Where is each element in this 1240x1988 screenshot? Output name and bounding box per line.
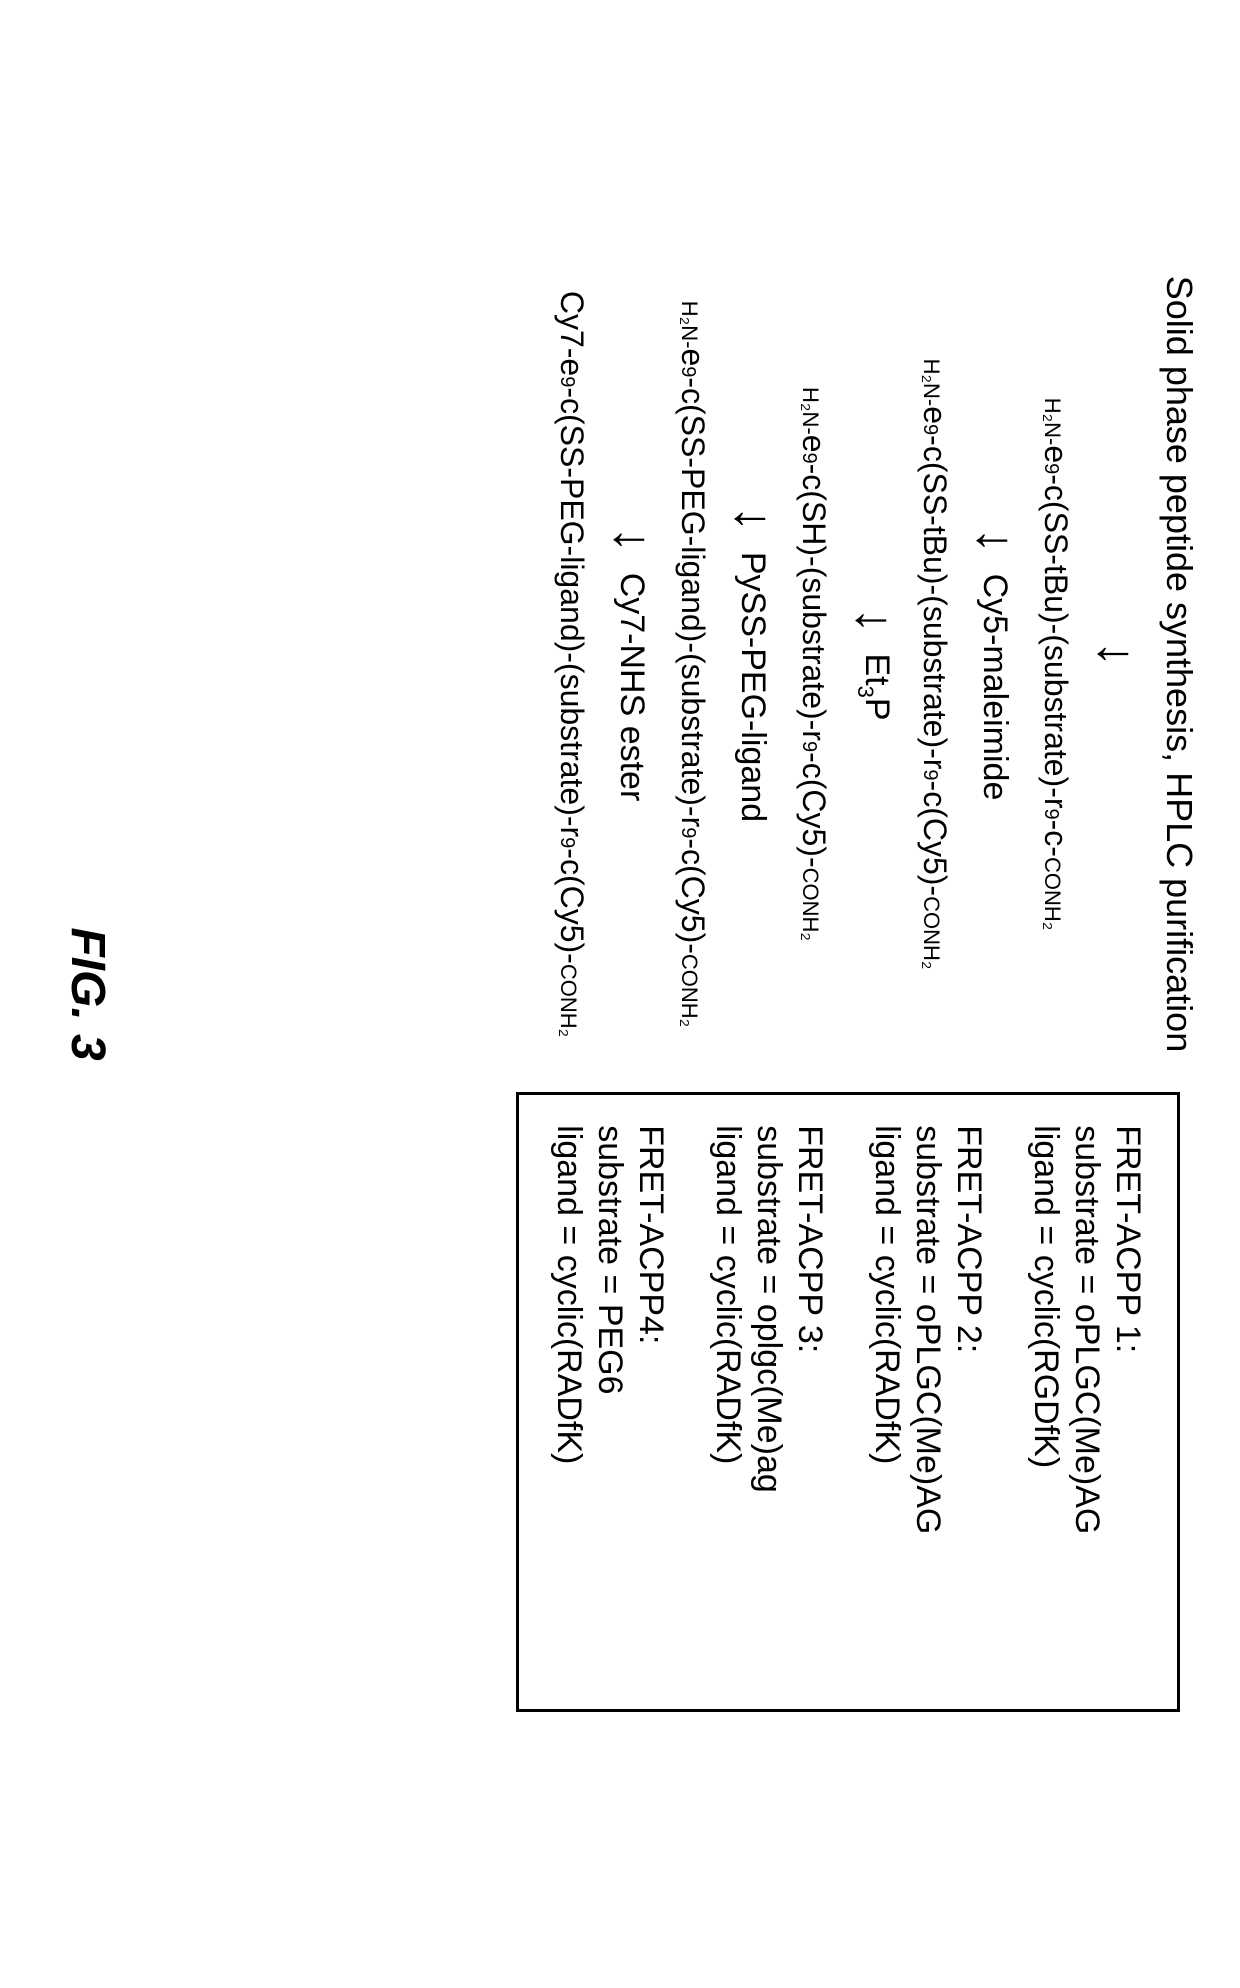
intermediate-4: Cy7- e9 -c(SS-PEG-ligand)-(substrate)-r9… [553,291,590,1037]
reagent-label: Cy5-maleimide [976,574,1015,801]
legend-box: FRET-ACPP 1: substrate = oPLGC(Me)AG lig… [516,1092,1180,1712]
legend-entry: FRET-ACPP 1: substrate = oPLGC(Me)AG lig… [1026,1125,1147,1679]
down-arrow-icon: ↓ [606,527,658,553]
legend-substrate: substrate = oplgc(Me)ag [749,1125,788,1679]
legend-entry: FRET-ACPP 2: substrate = oPLGC(Me)AG lig… [867,1125,988,1679]
intermediate-1: H₂N- e9 -c(SS-tBu)-(substrate)-r9 -c(Cy5… [916,359,953,970]
intermediate-0: H₂N- e9 -c(SS-tBu)-(substrate)-r9 -c- CO… [1037,398,1074,931]
legend-substrate: substrate = PEG6 [590,1125,629,1679]
arrow-block: ↓ Cy5-maleimide [961,528,1029,801]
reagent-label: Et3P [852,653,896,720]
legend-ligand: ligand = cyclic(RADfK) [867,1125,906,1679]
legend-ligand: ligand = cyclic(RGDfK) [1026,1125,1065,1679]
intermediate-3: H₂N- e9 -c(SS-PEG-ligand)-(substrate)-r9… [674,301,711,1027]
legend-substrate: substrate = oPLGC(Me)AG [908,1125,947,1679]
legend-name: FRET-ACPP4: [631,1125,670,1679]
legend-name: FRET-ACPP 3: [790,1125,829,1679]
legend-entry: FRET-ACPP4: substrate = PEG6 ligand = cy… [549,1125,670,1679]
synthesis-title: Solid phase peptide synthesis, HPLC puri… [1158,276,1200,1052]
legend-name: FRET-ACPP 1: [1108,1125,1147,1679]
intermediate-2: H₂N- e9 -c(SH)-(substrate)-r9 -c(Cy5)- C… [795,387,832,941]
down-arrow-icon: ↓ [848,607,900,633]
arrow-block: ↓ PySS-PEG-ligand [719,506,787,822]
arrow-block: ↓ [1082,641,1150,687]
legend-ligand: ligand = cyclic(RADfK) [708,1125,747,1679]
arrow-block: ↓ Et3P [840,607,908,720]
down-arrow-icon: ↓ [727,506,779,532]
legend-substrate: substrate = oPLGC(Me)AG [1067,1125,1106,1679]
down-arrow-icon: ↓ [969,528,1021,554]
arrow-block: ↓ Cy7-NHS ester [598,527,666,802]
reagent-label: PySS-PEG-ligand [734,552,773,822]
synthesis-scheme: Solid phase peptide synthesis, HPLC puri… [553,276,1240,1052]
rotated-figure-container: Solid phase peptide synthesis, HPLC puri… [0,0,1240,1988]
legend-name: FRET-ACPP 2: [949,1125,988,1679]
reagent-label: Cy7-NHS ester [613,573,652,802]
legend-entry: FRET-ACPP 3: substrate = oplgc(Me)ag lig… [708,1125,829,1679]
legend-ligand: ligand = cyclic(RADfK) [549,1125,588,1679]
figure-label: FIG. 3 [60,927,115,1060]
down-arrow-icon: ↓ [1090,641,1142,667]
